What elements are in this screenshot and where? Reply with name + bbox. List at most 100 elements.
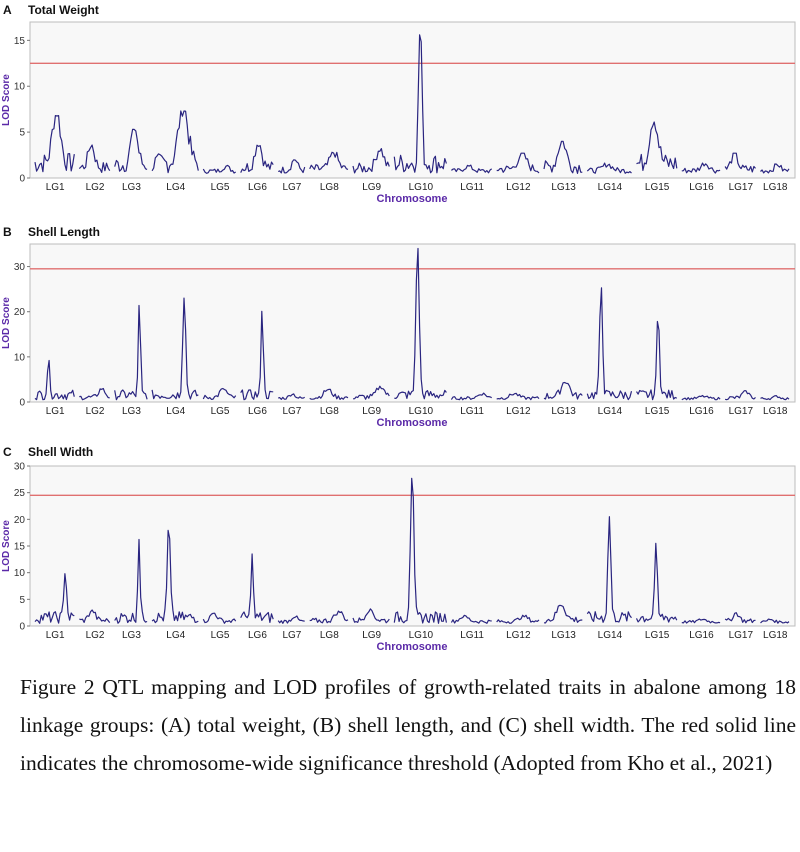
x-tick-label: LG3 xyxy=(122,182,141,193)
x-tick-label: LG17 xyxy=(729,182,754,193)
x-tick-label: LG3 xyxy=(122,630,141,641)
lod-series-LG15 xyxy=(636,121,678,171)
x-tick-label: LG18 xyxy=(763,406,788,417)
y-axis-label: LOD Score xyxy=(1,520,12,572)
lod-series-LG3 xyxy=(114,538,148,624)
lod-series-LG17 xyxy=(724,152,756,173)
lod-series-LG16 xyxy=(681,162,721,174)
x-tick-label: LG15 xyxy=(645,630,670,641)
y-tick-label: 0 xyxy=(19,398,25,409)
x-tick-label: LG10 xyxy=(409,182,434,193)
y-tick-label: 5 xyxy=(19,595,25,606)
lod-series-LG5 xyxy=(202,164,237,174)
y-tick-label: 10 xyxy=(14,568,26,579)
lod-series-LG10 xyxy=(393,477,447,624)
panel-letter-B: B xyxy=(3,225,12,239)
lod-series-LG17 xyxy=(724,390,756,401)
panel-title: Shell Width xyxy=(28,445,93,459)
lod-series-LG8 xyxy=(309,388,349,400)
x-axis-label: Chromosome xyxy=(377,417,448,429)
x-tick-label: LG6 xyxy=(248,630,267,641)
lod-series-LG9 xyxy=(352,148,390,174)
lod-series-LG15 xyxy=(635,320,678,401)
x-axis-label: Chromosome xyxy=(377,193,448,205)
lod-series-LG18 xyxy=(760,618,790,624)
x-axis-label: Chromosome xyxy=(377,641,448,653)
lod-series-LG5 xyxy=(202,387,237,400)
x-tick-label: LG16 xyxy=(689,630,714,641)
lod-series-LG12 xyxy=(496,152,540,174)
plot-area xyxy=(29,243,796,403)
lod-series-LG2 xyxy=(79,609,111,623)
x-tick-label: LG10 xyxy=(409,630,434,641)
x-tick-label: LG16 xyxy=(689,406,714,417)
lod-series-LG13 xyxy=(543,604,583,624)
lod-series-LG7 xyxy=(277,615,305,624)
lod-series-LG2 xyxy=(79,387,110,401)
lod-series-LG3 xyxy=(114,304,148,401)
x-tick-label: LG11 xyxy=(460,182,484,193)
x-tick-label: LG13 xyxy=(551,182,576,193)
lod-series-LG8 xyxy=(309,151,349,171)
y-tick-label: 25 xyxy=(14,488,26,499)
x-tick-label: LG10 xyxy=(409,406,434,417)
x-tick-label: LG12 xyxy=(506,630,531,641)
x-tick-label: LG1 xyxy=(46,406,65,417)
x-tick-label: LG4 xyxy=(166,630,185,641)
x-tick-label: LG2 xyxy=(86,182,105,193)
lod-series-LG3 xyxy=(114,128,148,173)
y-tick-label: 10 xyxy=(14,82,26,93)
lod-series-LG14 xyxy=(586,287,633,401)
x-tick-label: LG7 xyxy=(282,630,301,641)
panel-letter-A: A xyxy=(3,3,12,17)
x-tick-label: LG15 xyxy=(645,182,670,193)
y-tick-label: 0 xyxy=(19,174,25,185)
y-tick-label: 5 xyxy=(19,128,25,139)
x-tick-label: LG11 xyxy=(460,630,484,641)
x-tick-label: LG17 xyxy=(729,630,754,641)
lod-series-LG11 xyxy=(450,392,492,401)
lod-series-LG12 xyxy=(496,614,540,624)
x-tick-label: LG17 xyxy=(729,406,754,417)
x-tick-label: LG8 xyxy=(320,406,339,417)
x-tick-label: LG1 xyxy=(46,182,65,193)
x-tick-label: LG5 xyxy=(211,406,230,417)
lod-series-LG12 xyxy=(496,392,540,401)
lod-series-LG18 xyxy=(760,395,790,401)
y-tick-label: 20 xyxy=(14,515,26,526)
x-tick-label: LG12 xyxy=(506,182,531,193)
x-tick-label: LG2 xyxy=(86,406,105,417)
plot-area xyxy=(29,21,796,179)
x-tick-label: LG11 xyxy=(460,406,484,417)
x-tick-label: LG8 xyxy=(320,182,339,193)
y-tick-label: 20 xyxy=(14,307,26,318)
lod-series-LG14 xyxy=(586,162,632,174)
x-tick-label: LG18 xyxy=(763,630,788,641)
x-tick-label: LG9 xyxy=(362,406,381,417)
lod-series-LG8 xyxy=(309,610,349,624)
panel-title: Total Weight xyxy=(28,3,99,17)
x-tick-label: LG14 xyxy=(598,182,623,193)
x-tick-label: LG14 xyxy=(598,406,623,417)
y-tick-label: 10 xyxy=(14,352,26,363)
y-tick-label: 0 xyxy=(19,622,25,633)
x-tick-label: LG6 xyxy=(248,182,267,193)
figure-caption: Figure 2 QTL mapping and LOD profiles of… xyxy=(20,675,796,775)
x-tick-label: LG7 xyxy=(282,406,301,417)
x-tick-label: LG9 xyxy=(362,630,381,641)
y-tick-label: 30 xyxy=(14,262,26,273)
lod-series-LG4 xyxy=(151,529,199,624)
y-tick-label: 30 xyxy=(14,462,26,473)
x-tick-label: LG5 xyxy=(211,182,230,193)
x-tick-label: LG13 xyxy=(551,406,576,417)
x-tick-label: LG12 xyxy=(506,406,531,417)
x-tick-label: LG2 xyxy=(86,630,105,641)
x-tick-label: LG1 xyxy=(46,630,65,641)
x-tick-label: LG8 xyxy=(320,630,339,641)
lod-series-LG10 xyxy=(394,247,447,400)
x-tick-label: LG15 xyxy=(645,406,670,417)
lod-series-LG11 xyxy=(451,164,493,174)
lod-series-LG4 xyxy=(151,110,199,174)
lod-series-LG9 xyxy=(352,608,390,624)
